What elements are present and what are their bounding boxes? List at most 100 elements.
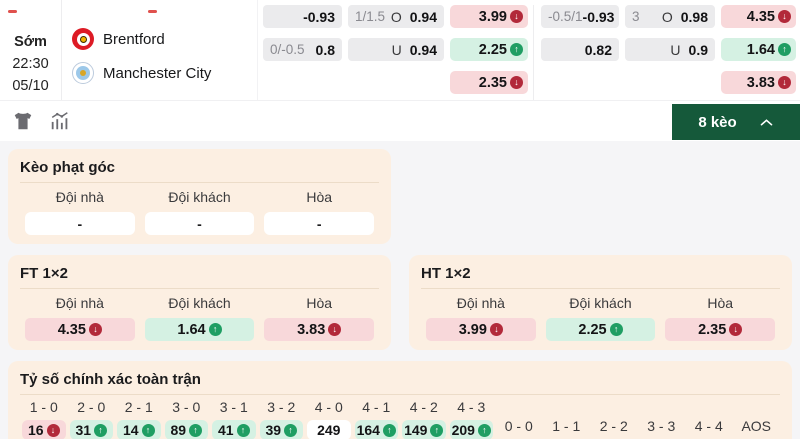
match-date: 05/10 [12, 78, 49, 94]
collapse-dash-icon[interactable] [148, 10, 157, 13]
score-column: 4 - 1 164 [354, 399, 398, 439]
correct-score-section: Tỷ số chính xác toàn trận 1 - 0 16 2 - 0… [8, 361, 792, 439]
corner-kick-section: Kèo phạt góc Đội nhà Đội khách Hòa - - - [8, 149, 391, 244]
ou-odds-cell[interactable]: U 0.9 [625, 38, 715, 61]
score-grid: 1 - 0 16 2 - 0 31 2 - 1 14 3 - 0 89 [20, 399, 780, 439]
away-header: Đội khách [168, 189, 231, 205]
trend-icon [778, 43, 791, 56]
score-odds[interactable]: 39 [259, 420, 303, 439]
trend-icon [88, 323, 102, 336]
brentford-logo-icon [72, 28, 94, 50]
score-column: 3 - 2 39 [259, 399, 303, 439]
x12-odds-cell[interactable]: 3.99 [450, 5, 528, 28]
trend-icon [94, 423, 108, 437]
ht-away-odds[interactable]: 2.25 [545, 318, 656, 341]
match-odds-row: Sớm 22:30 05/10 Brentford Manchester Cit… [0, 0, 800, 100]
score-odds[interactable]: 16 [22, 420, 66, 439]
score-column-draw: 2 - 2 13 [599, 418, 628, 434]
x12-odds-cell[interactable]: 1.64 [721, 38, 796, 61]
score-odds[interactable]: 41 [212, 420, 256, 439]
score-column: 1 - 0 16 [22, 399, 66, 439]
divider [533, 5, 534, 100]
corner-home-odds[interactable]: - [25, 212, 135, 235]
match-time-column: Sớm 22:30 05/10 [0, 0, 62, 100]
ht-home-odds[interactable]: 3.99 [426, 318, 536, 341]
trend-icon [141, 423, 155, 437]
section-title: HT 1×2 [421, 262, 780, 289]
away-team-row[interactable]: Manchester City [72, 61, 257, 85]
teams-column: Brentford Manchester City [62, 0, 258, 100]
trend-icon [510, 10, 523, 23]
hdp-odds-cell[interactable]: -0.93 [263, 5, 342, 28]
match-status: Sớm [14, 34, 47, 50]
trend-icon [46, 423, 60, 437]
trend-icon [729, 323, 743, 336]
home-header: Đội nhà [55, 189, 104, 205]
score-column-draw: 3 - 3 54 [647, 418, 676, 434]
score-column-draw: 4 - 4 249 [694, 418, 723, 434]
chevron-up-icon [760, 118, 772, 125]
score-odds[interactable]: 249 [307, 420, 351, 439]
section-title: Tỷ số chính xác toàn trận [20, 368, 780, 395]
odds-count-button[interactable]: 8 kèo [672, 104, 800, 140]
ft-draw-odds[interactable]: 3.83 [264, 318, 375, 341]
score-column: 3 - 0 89 [164, 399, 208, 439]
section-title: FT 1×2 [20, 262, 379, 289]
trend-icon [510, 76, 523, 89]
home-team-row[interactable]: Brentford [72, 27, 257, 51]
score-column: 2 - 0 31 [69, 399, 113, 439]
ht-draw-odds[interactable]: 2.35 [665, 318, 776, 341]
hdp-odds-cell[interactable]: 0/-0.5 0.8 [263, 38, 342, 61]
score-odds[interactable]: 14 [117, 420, 161, 439]
draw-header: Hòa [306, 189, 333, 205]
hdp-odds-cell[interactable]: 0.82 [541, 38, 619, 61]
man-city-logo-icon [72, 62, 94, 84]
score-odds[interactable]: 209 [449, 420, 493, 439]
ft-away-odds[interactable]: 1.64 [144, 318, 255, 341]
section-title: Kèo phạt góc [20, 156, 379, 183]
home-team-name: Brentford [103, 30, 165, 48]
trend-icon [236, 423, 250, 437]
ou-odds-cell[interactable]: 3 O 0.98 [625, 5, 715, 28]
score-odds[interactable]: 149 [402, 420, 446, 439]
corner-draw-odds[interactable]: - [264, 212, 375, 235]
x12-odds-cell[interactable]: 2.35 [450, 71, 528, 94]
score-column-aos: AOS 13 [741, 418, 772, 434]
ft-home-odds[interactable]: 4.35 [25, 318, 135, 341]
score-column: 4 - 2 149 [402, 399, 446, 439]
trend-icon [778, 10, 791, 23]
odds-area: -0.93 1/1.5 O0.94 3.99 0/-0.5 0.8 [258, 0, 800, 100]
score-odds[interactable]: 31 [69, 420, 113, 439]
stats-chart-icon[interactable] [49, 110, 71, 132]
score-odds[interactable]: 164 [354, 420, 398, 439]
x12-odds-cell[interactable]: 4.35 [721, 5, 796, 28]
ou-odds-cell[interactable]: 1/1.5 O 0.94 [348, 5, 444, 28]
score-column-draw: 0 - 0 17 [504, 418, 533, 434]
ht-1x2-section: HT 1×2 Đội nhà Đội khách Hòa 3.99 2.25 2… [409, 255, 792, 350]
trend-icon [382, 423, 396, 437]
hdp-odds-cell[interactable]: -0.5/1 -0.93 [541, 5, 619, 28]
draw-header: Hòa [707, 295, 734, 311]
score-odds[interactable]: 89 [164, 420, 208, 439]
x12-odds-cell[interactable]: 3.83 [721, 71, 796, 94]
away-header: Đội khách [569, 295, 632, 311]
score-column-draw: 1 - 1 6.9 [552, 418, 581, 434]
jersey-icon[interactable] [12, 110, 34, 132]
odds-count-label: 8 kèo [698, 113, 737, 131]
score-column: 2 - 1 14 [117, 399, 161, 439]
x12-odds-cell[interactable]: 2.25 [450, 38, 528, 61]
home-header: Đội nhà [456, 295, 505, 311]
ou-odds-cell[interactable]: U 0.94 [348, 38, 444, 61]
trend-icon [284, 423, 298, 437]
draw-header: Hòa [306, 295, 333, 311]
odds-group-1: -0.93 1/1.5 O0.94 3.99 0/-0.5 0.8 [263, 5, 528, 100]
trend-icon [489, 323, 503, 336]
trend-icon [609, 323, 623, 336]
score-column: 4 - 3 209 [449, 399, 493, 439]
score-column: 3 - 1 41 [212, 399, 256, 439]
corner-away-odds[interactable]: - [144, 212, 255, 235]
odds-group-2: -0.5/1 -0.93 3 O0.98 4.35 0.82 [541, 5, 796, 100]
trend-icon [510, 43, 523, 56]
collapse-dash-icon[interactable] [8, 10, 17, 13]
